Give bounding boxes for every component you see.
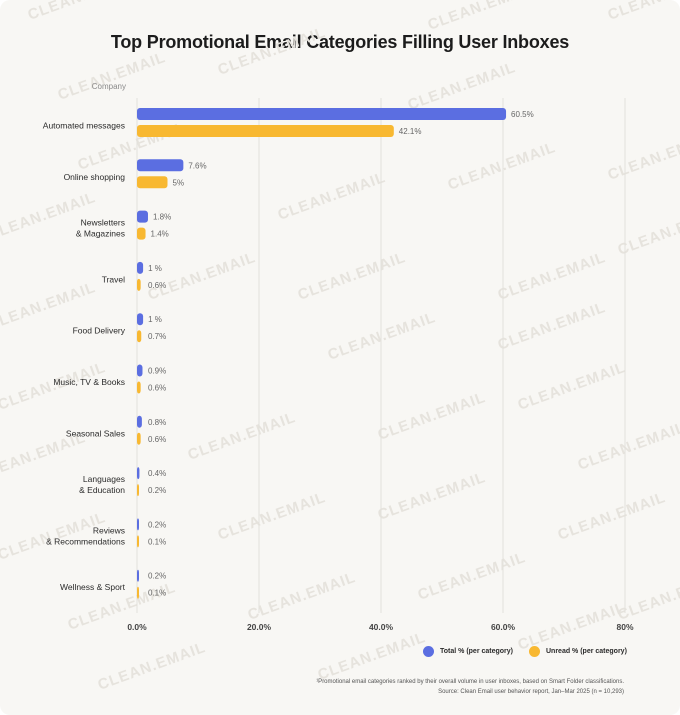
- category-label: & Education: [79, 485, 125, 495]
- watermark-text: CLEAN.EMAIL: [416, 549, 528, 604]
- bar-unread: [137, 586, 139, 599]
- source-note: Source: Clean Email user behavior report…: [438, 689, 624, 695]
- legend-unread: Unread % (per category): [529, 646, 627, 657]
- bar-total: [137, 364, 143, 377]
- watermark-text: CLEAN.EMAIL: [316, 629, 428, 684]
- data-label: 0.6%: [148, 281, 166, 290]
- bar-total: [137, 569, 139, 582]
- category-label: Food Delivery: [73, 326, 126, 336]
- watermark-text: CLEAN.EMAIL: [496, 249, 608, 304]
- bar-unread: [137, 227, 146, 240]
- watermark-text: CLEAN.EMAIL: [26, 0, 138, 24]
- data-label: 7.6%: [188, 161, 206, 170]
- data-label: 1 %: [148, 315, 162, 324]
- category-label: Wellness & Sport: [60, 582, 126, 592]
- watermark-text: CLEAN.EMAIL: [216, 24, 328, 79]
- data-label: 0.2%: [148, 572, 166, 581]
- data-label: 0.8%: [148, 418, 166, 427]
- bar-total: [137, 415, 142, 428]
- data-label: 5%: [173, 178, 185, 187]
- x-tick-label: 20.0%: [247, 622, 272, 632]
- watermark-text: CLEAN.EMAIL: [446, 139, 558, 194]
- bar-unread: [137, 381, 141, 394]
- footnote: ¹Promotional email categories ranked by …: [316, 679, 624, 685]
- bar-total: [137, 261, 144, 274]
- watermark-text: CLEAN.EMAIL: [216, 489, 328, 544]
- watermark-text: CLEAN.EMAIL: [556, 489, 668, 544]
- x-tick-label: 80%: [616, 622, 633, 632]
- data-label: 0.6%: [148, 435, 166, 444]
- watermark-text: CLEAN.EMAIL: [376, 469, 488, 524]
- watermark-text: CLEAN.EMAIL: [516, 359, 628, 414]
- category-label: Seasonal Sales: [66, 428, 125, 438]
- data-label: 0.4%: [148, 469, 166, 478]
- watermark-text: CLEAN.EMAIL: [606, 0, 680, 24]
- data-label: 0.1%: [148, 589, 166, 598]
- data-label: 0.2%: [148, 520, 166, 529]
- watermark-text: CLEAN.EMAIL: [406, 59, 518, 114]
- x-tick-label: 40.0%: [369, 622, 394, 632]
- bar-total: [137, 467, 140, 480]
- watermark-text: CLEAN.EMAIL: [326, 309, 438, 364]
- category-label: Music, TV & Books: [53, 377, 125, 387]
- watermark-text: CLEAN.EMAIL: [56, 49, 168, 104]
- chart-title: Top Promotional Email Categories Filling…: [110, 32, 570, 52]
- legend-unread-swatch: [529, 646, 540, 657]
- bar-total: [137, 108, 507, 120]
- legend-total-swatch: [423, 646, 434, 657]
- watermark-text: CLEAN.EMAIL: [246, 569, 358, 624]
- data-label: 1 %: [148, 264, 162, 273]
- watermark-text: CLEAN.EMAIL: [296, 249, 408, 304]
- category-label: Travel: [102, 274, 125, 284]
- watermark-text: CLEAN.EMAIL: [606, 129, 680, 184]
- category-label: Reviews: [93, 525, 125, 535]
- x-tick-label: 60.0%: [491, 622, 516, 632]
- watermark-text: CLEAN.EMAIL: [146, 249, 258, 304]
- bar-unread: [137, 125, 394, 137]
- category-label: Newsletters: [81, 218, 125, 228]
- category-label: & Recommendations: [46, 536, 125, 546]
- watermark-text: CLEAN.EMAIL: [276, 169, 388, 224]
- bar-total: [137, 518, 139, 531]
- bar-unread: [137, 484, 139, 497]
- watermark-text: CLEAN.EMAIL: [186, 409, 298, 464]
- watermark-text: CLEAN.EMAIL: [426, 0, 538, 34]
- x-tick-label: 0.0%: [127, 622, 147, 632]
- data-label: 0.6%: [148, 384, 166, 393]
- data-label: 42.1%: [399, 127, 422, 136]
- data-label: 0.9%: [148, 367, 166, 376]
- bar-unread: [137, 432, 141, 445]
- bar-total: [137, 313, 144, 326]
- bar-unread: [137, 176, 168, 189]
- bar-unread: [137, 330, 142, 343]
- y-axis-title: Company: [92, 82, 126, 91]
- data-label: 0.1%: [148, 537, 166, 546]
- category-label: Languages: [83, 474, 125, 484]
- data-label: 0.2%: [148, 486, 166, 495]
- bar-total: [137, 210, 148, 223]
- legend-total: Total % (per category): [423, 646, 513, 657]
- legend-unread-label: Unread % (per category): [546, 648, 627, 655]
- category-label: & Magazines: [76, 229, 125, 239]
- data-label: 1.8%: [153, 213, 171, 222]
- data-label: 1.4%: [151, 230, 169, 239]
- legend-total-label: Total % (per category): [440, 648, 513, 655]
- data-label: 60.5%: [511, 110, 534, 119]
- watermark-text: CLEAN.EMAIL: [496, 299, 608, 354]
- data-label: 0.7%: [148, 332, 166, 341]
- bar-unread: [137, 535, 139, 548]
- watermark-text: CLEAN.EMAIL: [576, 419, 680, 474]
- category-label: Automated messages: [43, 121, 125, 131]
- watermark-text: CLEAN.EMAIL: [376, 389, 488, 444]
- category-label: Online shopping: [64, 172, 126, 182]
- bar-unread: [137, 278, 141, 291]
- watermark-text: CLEAN.EMAIL: [96, 639, 208, 694]
- bar-total: [137, 159, 184, 172]
